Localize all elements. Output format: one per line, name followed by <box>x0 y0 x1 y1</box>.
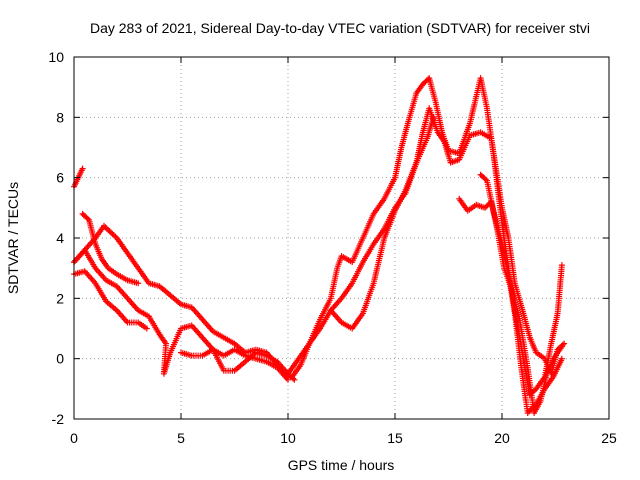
x-tick-label: 20 <box>494 430 510 446</box>
data-points <box>71 75 568 416</box>
x-tick-label: 25 <box>601 430 617 446</box>
data-point <box>482 176 489 183</box>
data-point <box>135 280 142 287</box>
data-point <box>84 215 91 222</box>
series-track-1 <box>71 165 86 190</box>
x-tick-label: 5 <box>177 430 185 446</box>
data-point <box>79 165 86 172</box>
x-tick-label: 0 <box>70 430 78 446</box>
data-point <box>430 114 437 121</box>
y-tick-label: 10 <box>48 49 64 65</box>
y-tick-label: 4 <box>56 230 64 246</box>
series-track-3 <box>71 247 291 383</box>
chart-title: Day 283 of 2021, Sidereal Day-to-day VTE… <box>90 20 590 36</box>
y-axis-label: SDTVAR / TECUs <box>5 182 21 294</box>
y-tick-label: 0 <box>56 351 64 367</box>
y-tick-label: 8 <box>56 109 64 125</box>
series-track-5 <box>79 210 142 287</box>
x-tick-label: 10 <box>280 430 296 446</box>
series-track-9 <box>327 114 437 314</box>
data-point <box>285 376 291 383</box>
data-point <box>558 343 565 350</box>
data-point <box>143 325 150 332</box>
y-tick-label: -2 <box>52 411 65 427</box>
grid <box>74 57 609 419</box>
series-track-11 <box>477 171 565 416</box>
x-tick-label: 15 <box>387 430 403 446</box>
series-track-8 <box>289 75 565 398</box>
axis-ticks <box>73 56 610 420</box>
data-point <box>558 262 565 269</box>
data-point <box>558 355 565 362</box>
y-tick-label: 6 <box>56 170 64 186</box>
tick-labels: 0 5 10 15 20 25 -2 0 2 4 6 8 10 <box>48 49 617 446</box>
x-axis-label: GPS time / hours <box>288 457 395 473</box>
y-tick-label: 2 <box>56 290 64 306</box>
series-track-4 <box>71 268 150 332</box>
